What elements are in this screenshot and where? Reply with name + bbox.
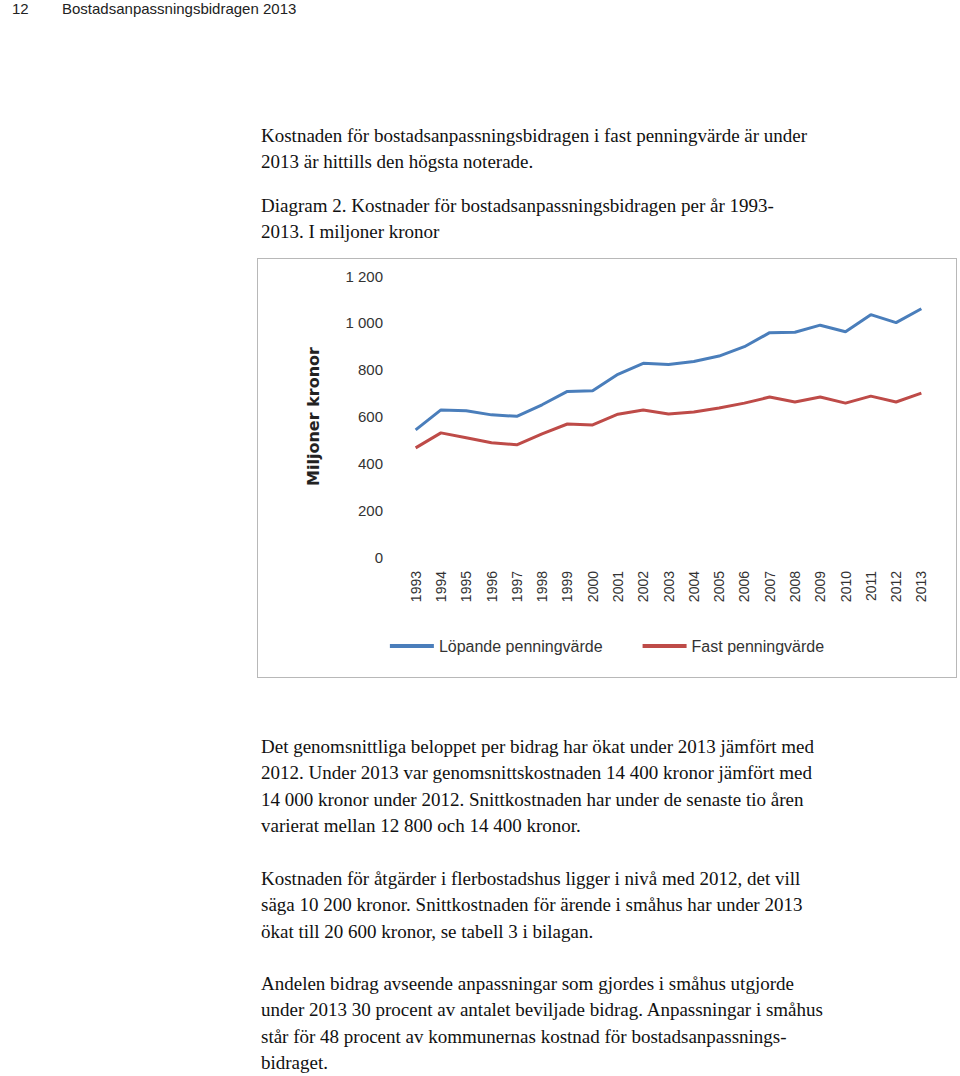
svg-text:1996: 1996 [484, 571, 500, 602]
svg-text:1994: 1994 [433, 571, 449, 602]
html-text:12: 12 [12, 0, 29, 17]
svg-text:2012: 2012 [888, 571, 904, 602]
html-text:bidraget.: bidraget. [261, 1051, 328, 1073]
svg-text:2005: 2005 [711, 571, 727, 602]
html-text:Bostadsanpassningsbidragen 201: Bostadsanpassningsbidragen 2013 [62, 0, 297, 17]
svg-text:2008: 2008 [787, 571, 803, 602]
svg-text:2013: 2013 [913, 571, 929, 602]
svg-text:600: 600 [358, 408, 383, 425]
html-text:Diagram 2. Kostnader för bosta: Diagram 2. Kostnader för bostadsanpassni… [261, 195, 774, 216]
svg-text:1999: 1999 [559, 571, 575, 602]
svg-text:1993: 1993 [408, 571, 424, 602]
svg-text:2010: 2010 [838, 571, 854, 602]
html-text:står för 48 procent av kommune: står för 48 procent av kommunernas kostn… [261, 1025, 787, 1047]
svg-text:200: 200 [358, 502, 383, 519]
svg-text:2000: 2000 [585, 571, 601, 602]
html-text:Det genomsnittliga beloppet pe: Det genomsnittliga beloppet per bidrag h… [261, 736, 814, 757]
svg-text:2009: 2009 [812, 571, 828, 602]
svg-text:Miljoner kronor: Miljoner kronor [304, 347, 323, 486]
html-text:Andelen bidrag avseende anpass: Andelen bidrag avseende anpassningar som… [261, 973, 794, 994]
svg-text:1 000: 1 000 [345, 314, 383, 331]
html-text:ökat till 20 600 kronor, se ta: ökat till 20 600 kronor, se tabell 3 i b… [261, 920, 594, 942]
html-text:under 2013 30 procent av antal: under 2013 30 procent av antalet bevilja… [261, 999, 823, 1021]
html-text:Kostnaden för åtgärder i flerb: Kostnaden för åtgärder i flerbostadshus … [261, 868, 801, 889]
svg-text:2004: 2004 [686, 571, 702, 602]
svg-text:Fast penningvärde: Fast penningvärde [692, 638, 825, 655]
svg-text:1997: 1997 [509, 571, 525, 602]
html-text:2013 är hittills den högsta no: 2013 är hittills den högsta noterade. [261, 151, 534, 173]
html-text:säga 10 200 kronor. Snittkostn: säga 10 200 kronor. Snittkostnaden för ä… [261, 894, 803, 916]
svg-text:800: 800 [358, 361, 383, 378]
svg-text:1995: 1995 [458, 571, 474, 602]
svg-text:1998: 1998 [534, 571, 550, 602]
svg-text:2006: 2006 [736, 571, 752, 602]
svg-text:2002: 2002 [635, 571, 651, 602]
svg-text:2007: 2007 [762, 571, 778, 602]
html-text:2013. I miljoner kronor: 2013. I miljoner kronor [261, 221, 440, 243]
html-text:varierat mellan 12 800 och 14: varierat mellan 12 800 och 14 400 kronor… [261, 814, 581, 836]
svg-text:400: 400 [358, 455, 383, 472]
svg-text:2001: 2001 [610, 571, 626, 602]
svg-text:2011: 2011 [863, 571, 879, 601]
svg-text:2003: 2003 [661, 571, 677, 602]
html-text:Kostnaden för bostadsanpassnin: Kostnaden för bostadsanpassningsbidragen… [261, 125, 808, 146]
svg-text:Löpande penningvärde: Löpande penningvärde [439, 638, 603, 655]
svg-text:0: 0 [375, 549, 383, 566]
html-text:14 000 kronor under 2012. Snit: 14 000 kronor under 2012. Snittkostnaden… [261, 788, 804, 810]
html-text:2012. Under 2013 var genomsnit: 2012. Under 2013 var genomsnittskostnade… [261, 762, 812, 784]
svg-text:1 200: 1 200 [345, 268, 383, 285]
